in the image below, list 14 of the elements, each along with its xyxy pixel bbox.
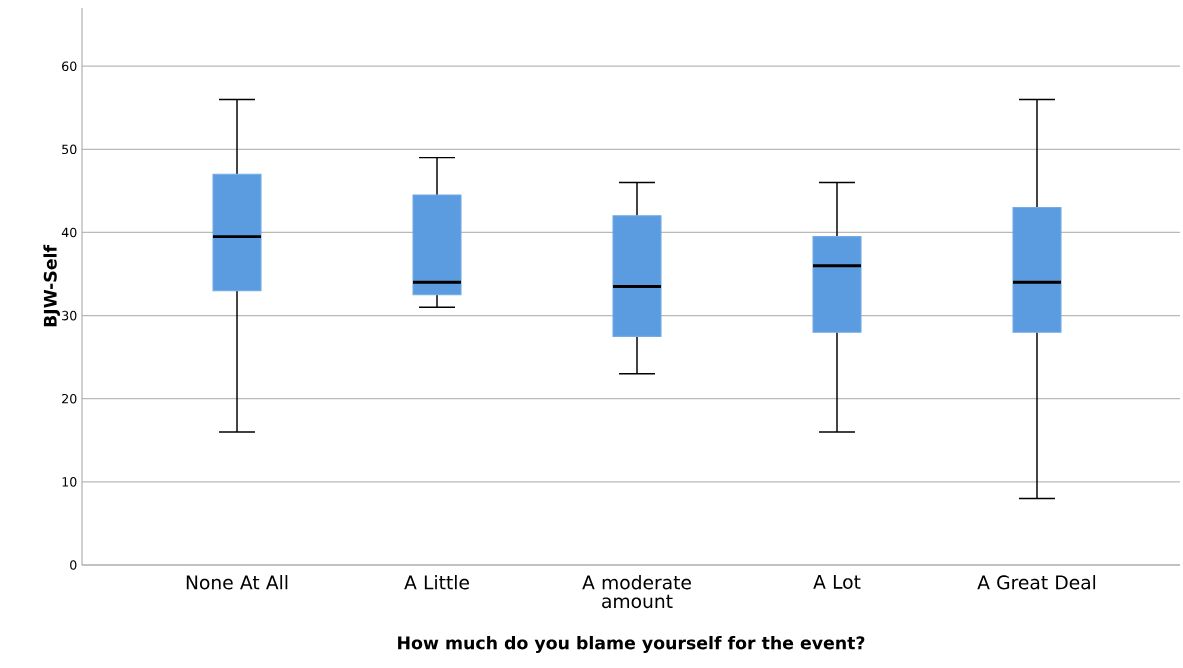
x-tick-label: A Great Deal (977, 575, 1096, 590)
y-tick-label: 0 (70, 560, 77, 570)
x-tick-label: A moderate amount (582, 575, 691, 609)
x-tick-label: A Lot (813, 575, 861, 589)
y-axis-title: BJW-Self (43, 244, 61, 327)
y-tick-label: 40 (61, 227, 77, 238)
y-tick-label: 30 (62, 310, 77, 321)
y-tick-label: 50 (62, 144, 77, 155)
y-tick-label: 60 (62, 61, 77, 71)
y-tick-label: 20 (62, 393, 77, 404)
x-tick-label: A Little (404, 575, 469, 590)
y-tick-label: 10 (62, 477, 77, 487)
x-axis-title: How much do you blame yourself for the event? (398, 635, 865, 653)
x-tick-label: None At All (186, 575, 288, 590)
